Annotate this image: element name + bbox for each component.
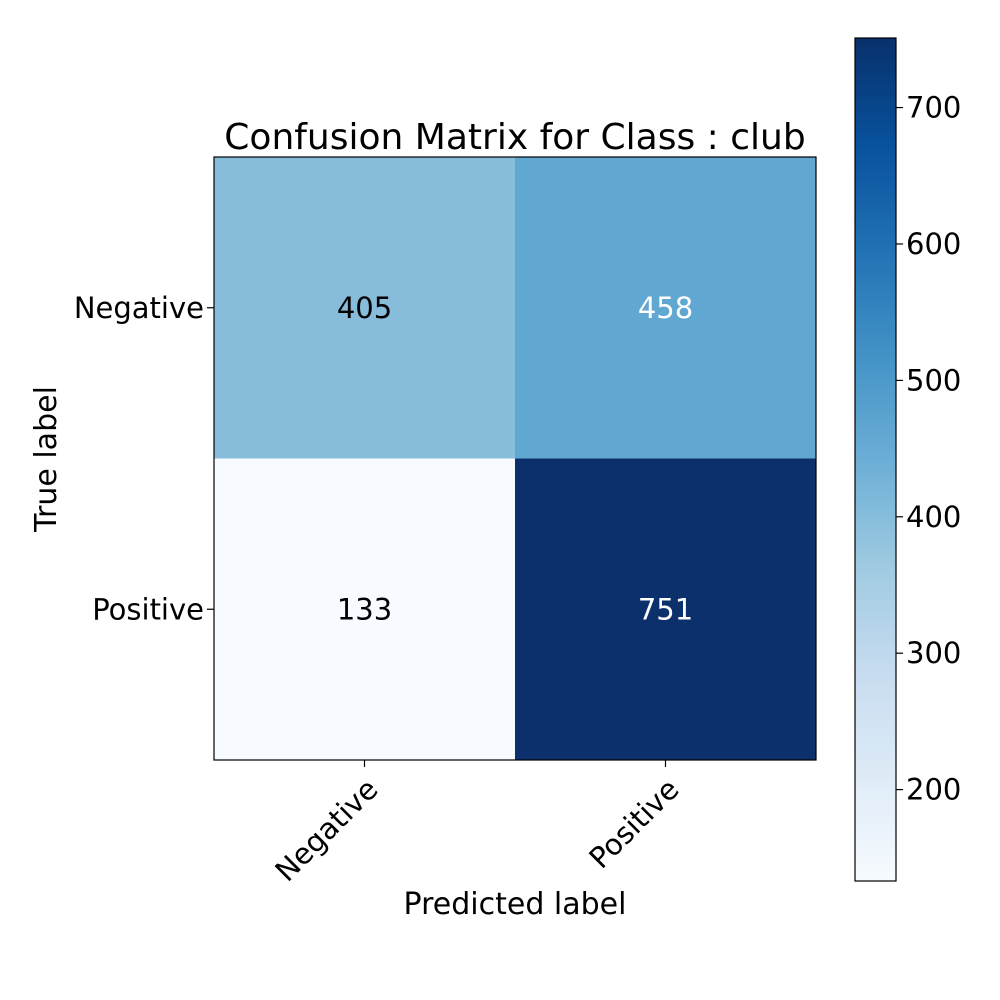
- y-axis-label: True label: [29, 386, 64, 533]
- matrix-cell: [214, 157, 515, 459]
- matrix-cells: 405 458 133 751: [214, 157, 816, 760]
- y-tick-label: Negative: [74, 291, 204, 325]
- matrix-cell: [515, 458, 816, 760]
- x-tick-label: Negative: [268, 772, 384, 888]
- colorbar-tick-label: 400: [906, 500, 961, 534]
- cell-value-label: 133: [337, 592, 392, 626]
- matrix-cell: [214, 458, 515, 760]
- plot-frame: [213, 156, 817, 761]
- colorbar-tick-label: 500: [906, 363, 961, 397]
- matrix-cell: [515, 157, 816, 459]
- y-tick-labels: Negative Positive: [74, 291, 214, 626]
- colorbar-ticks: 200 300 400 500 600 700: [896, 91, 961, 807]
- x-tick-label: Positive: [582, 772, 685, 875]
- y-tick-label: Positive: [92, 592, 204, 626]
- cell-value-label: 405: [337, 291, 392, 325]
- cell-value-label: 458: [638, 291, 693, 325]
- chart-title: Confusion Matrix for Class : club: [224, 117, 805, 158]
- colorbar: [854, 37, 897, 882]
- colorbar-tick-label: 700: [906, 91, 961, 125]
- colorbar-tick-label: 200: [906, 773, 961, 807]
- colorbar-tick-label: 600: [906, 227, 961, 261]
- cell-value-label: 751: [638, 592, 693, 626]
- x-tick-labels: Negative Positive: [268, 760, 686, 888]
- colorbar-tick-label: 300: [906, 636, 961, 670]
- x-axis-label: Predicted label: [404, 887, 627, 922]
